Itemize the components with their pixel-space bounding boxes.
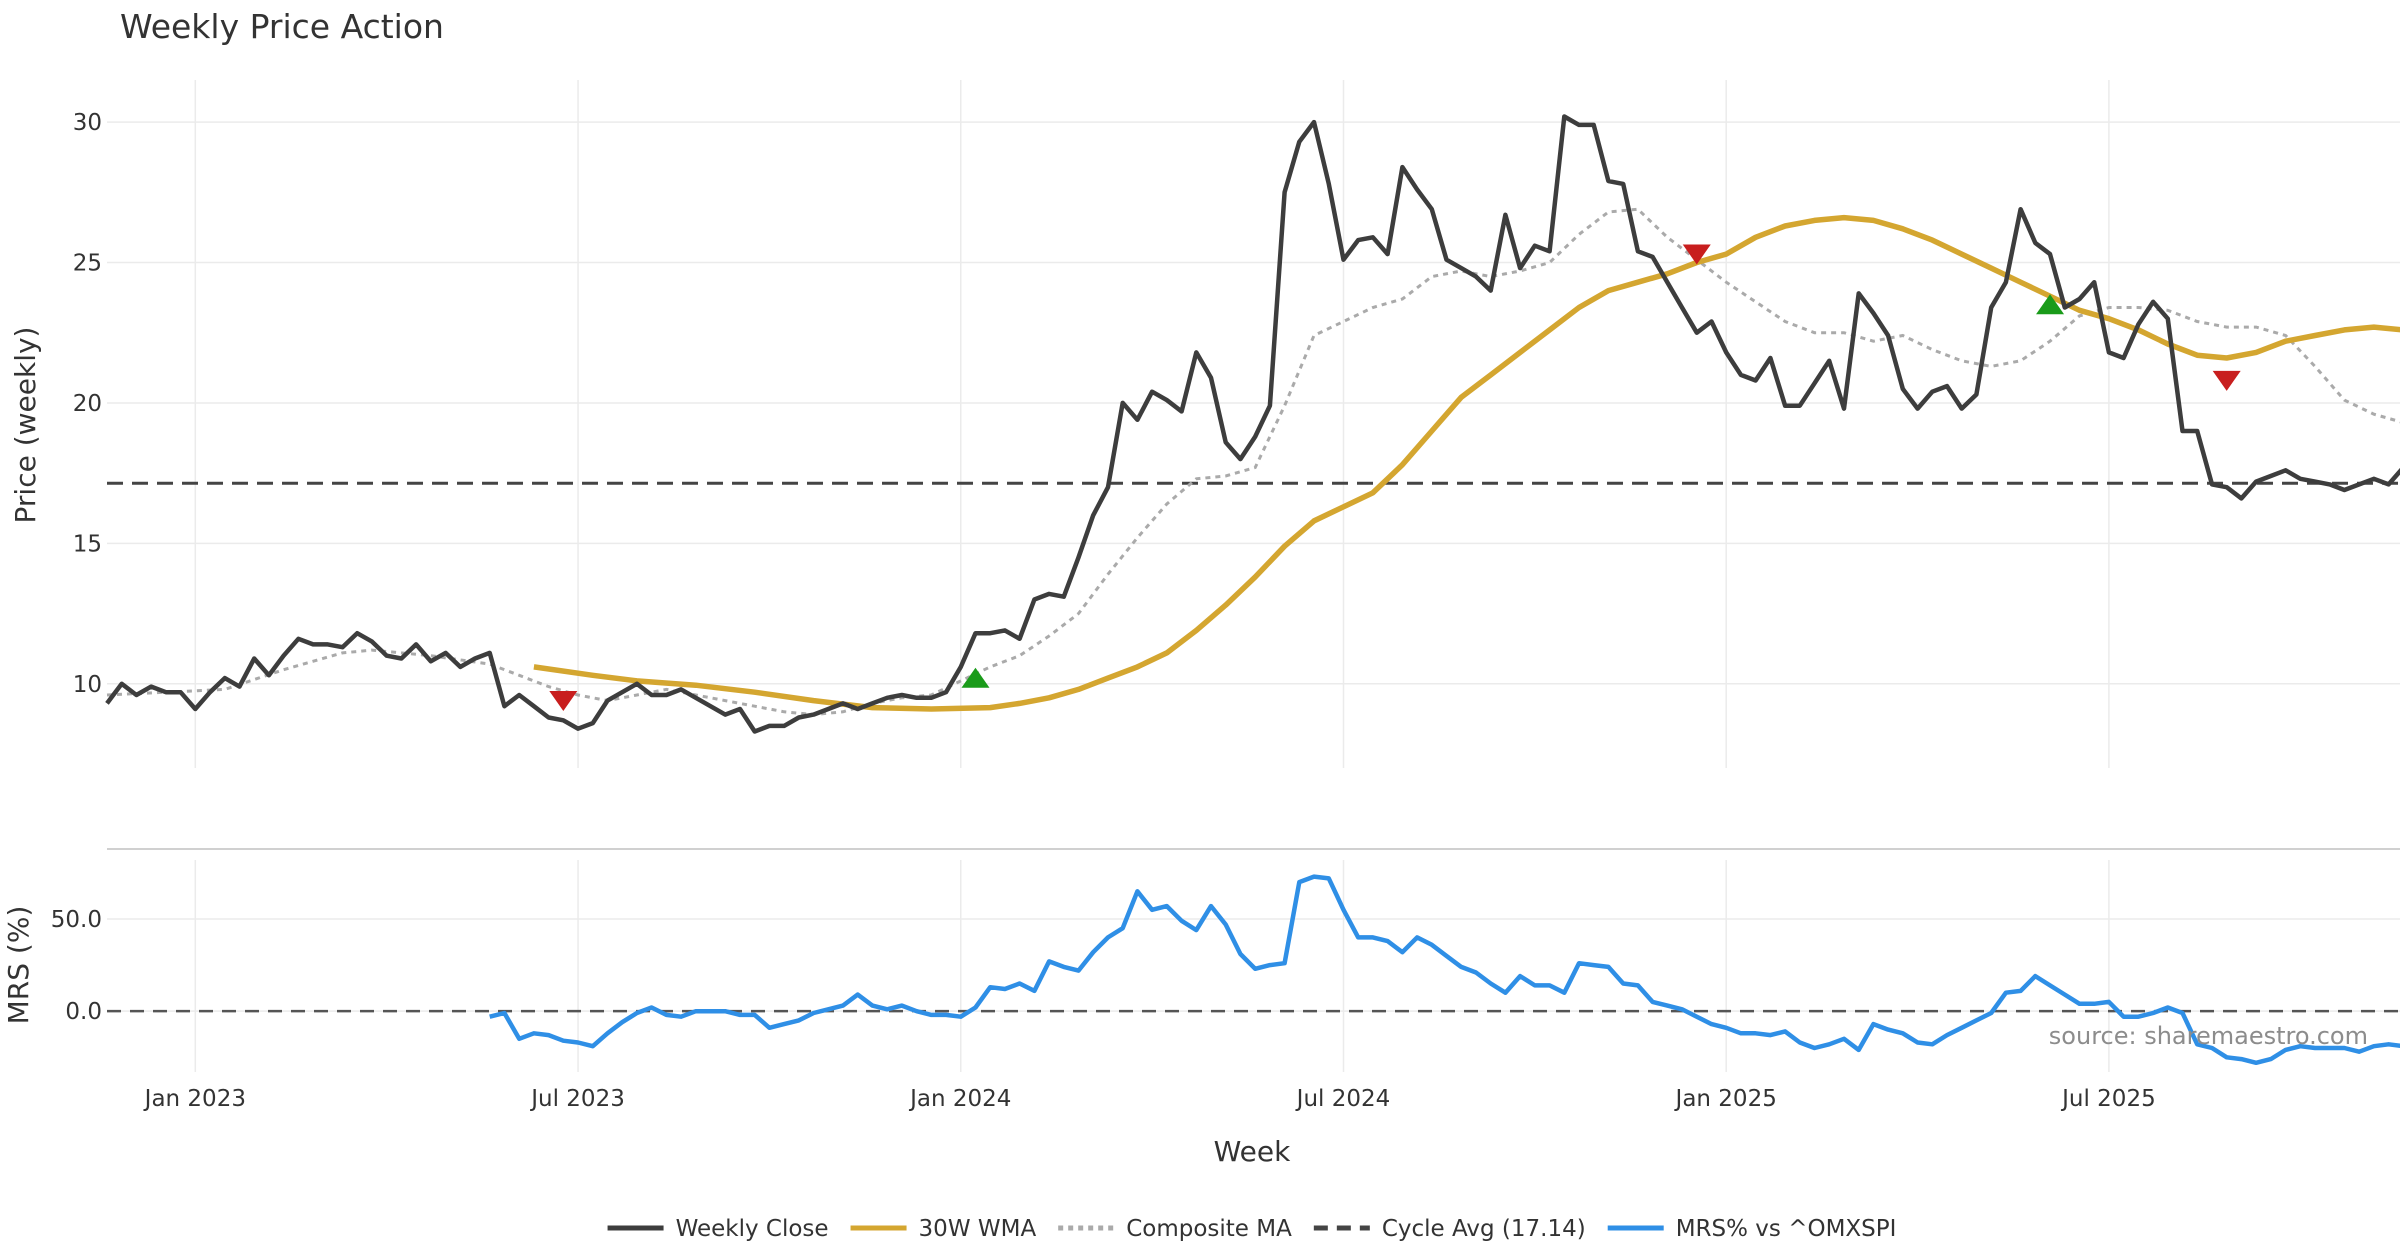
legend-label: Cycle Avg (17.14)	[1382, 1216, 1586, 1242]
sell-signal-marker	[1682, 244, 1711, 265]
legend-item: Composite MA	[1058, 1216, 1292, 1242]
source-label: source: sharemaestro.com	[2049, 1022, 2368, 1050]
price-y-axis-label: Price (weekly)	[9, 327, 42, 524]
price-y-tick-label: 10	[73, 672, 102, 698]
wma-30w-line	[533, 214, 2400, 712]
signal-markers	[549, 244, 2241, 711]
legend-label: Composite MA	[1126, 1216, 1292, 1242]
price-y-tick-label: 15	[73, 531, 102, 557]
x-tick-label: Jul 2024	[1295, 1086, 1391, 1112]
x-tick-label: Jan 2023	[143, 1086, 246, 1112]
x-tick-label: Jan 2025	[1674, 1086, 1777, 1112]
price-y-ticks: 10 15 20 25 30	[73, 110, 102, 698]
price-y-tick-label: 30	[73, 110, 102, 136]
mrs-y-tick-label: 0.0	[65, 999, 102, 1025]
legend-label: MRS% vs ^OMXSPI	[1676, 1216, 1897, 1242]
mrs-y-ticks: 0.0 50.0	[51, 907, 102, 1025]
x-tick-label: Jul 2025	[2060, 1086, 2156, 1112]
legend-item: MRS% vs ^OMXSPI	[1607, 1216, 1897, 1242]
price-gridlines	[107, 80, 2400, 768]
mrs-line	[489, 874, 2400, 1066]
legend-item: 30W WMA	[850, 1216, 1037, 1242]
sell-signal-marker	[2212, 370, 2241, 391]
buy-signal-marker	[2036, 294, 2065, 315]
price-y-tick-label: 25	[73, 251, 102, 277]
sell-signal-marker	[549, 690, 578, 711]
legend-item: Weekly Close	[607, 1216, 829, 1242]
mrs-gridlines	[107, 860, 2400, 1072]
x-tick-label: Jul 2023	[529, 1086, 625, 1112]
mrs-y-axis-label: MRS (%)	[2, 906, 35, 1025]
legend-label: Weekly Close	[676, 1216, 829, 1242]
price-y-tick-label: 20	[73, 391, 102, 417]
legend: Weekly Close 30W WMA Composite MA Cycle Avg…	[607, 1216, 1897, 1242]
weekly-close-line	[105, 114, 2400, 734]
composite-ma-line	[106, 207, 2400, 717]
legend-item: Cycle Avg (17.14)	[1313, 1216, 1586, 1242]
mrs-y-tick-label: 50.0	[51, 907, 102, 933]
x-axis-ticks: Jan 2023 Jul 2023 Jan 2024 Jul 2024 Jan 2025…	[143, 1086, 2156, 1112]
x-axis-label: Week	[1214, 1135, 1291, 1168]
chart-title: Weekly Price Action	[120, 7, 444, 46]
legend-label: 30W WMA	[919, 1216, 1037, 1242]
buy-signal-marker	[961, 667, 990, 688]
x-tick-label: Jan 2024	[908, 1086, 1011, 1112]
